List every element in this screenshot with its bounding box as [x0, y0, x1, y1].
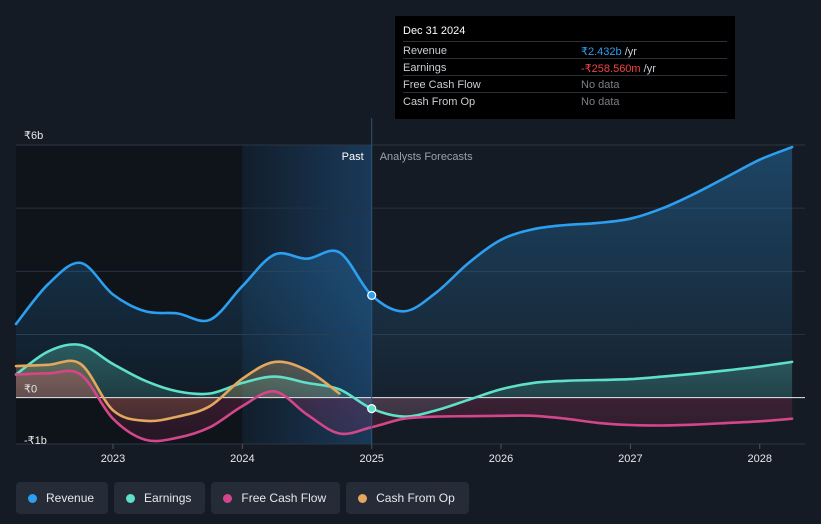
tooltip-row-earnings: Earnings -₹258.560m /yr — [403, 58, 727, 76]
tooltip-label: Earnings — [403, 62, 447, 74]
x-tick-label: 2023 — [101, 453, 125, 465]
tooltip-label: Cash From Op — [403, 96, 476, 108]
free-cash-flow-area — [16, 370, 793, 442]
past-label: Past — [342, 151, 364, 163]
x-tick-label: 2027 — [618, 453, 642, 465]
legend-dot-icon — [126, 493, 136, 503]
tooltip-value: No data — [581, 96, 620, 108]
legend-label: Free Cash Flow — [241, 491, 327, 505]
tooltip-label: Free Cash Flow — [403, 79, 481, 91]
x-tick-label: 2024 — [230, 453, 254, 465]
legend-dot-icon — [28, 493, 37, 503]
tooltip-value: ₹2.432b /yr — [581, 46, 637, 58]
tooltip-value: No data — [581, 79, 620, 91]
cash-from-op-area — [16, 360, 340, 422]
cash-from-op-line — [14, 359, 341, 423]
tooltip-date: Dec 31 2024 — [403, 25, 466, 37]
legend-item-earnings[interactable]: Earnings — [114, 482, 206, 514]
tooltip-row-revenue: Revenue ₹2.432b /yr — [403, 41, 727, 59]
legend-dot-icon — [223, 493, 233, 503]
free-cash-flow-line — [14, 369, 794, 443]
tooltip-value: -₹258.560m /yr — [581, 63, 656, 75]
revenue-area — [16, 147, 793, 398]
earnings-line — [14, 343, 794, 418]
forecast-label: Analysts Forecasts — [380, 151, 473, 163]
legend-item-revenue[interactable]: Revenue — [16, 482, 109, 514]
earnings-marker — [367, 404, 377, 414]
legend-label: Cash From Op — [376, 491, 455, 505]
revenue-line — [14, 145, 794, 326]
tooltip: Dec 31 2024 Revenue ₹2.432b /yr Earnings… — [395, 16, 735, 119]
tooltip-row-free-cash-flow: Free Cash Flow No data — [403, 75, 727, 93]
legend-item-free-cash-flow[interactable]: Free Cash Flow — [211, 482, 341, 514]
legend-label: Revenue — [46, 491, 95, 505]
legend-dot-icon — [358, 493, 368, 503]
legend-label: Earnings — [144, 491, 192, 505]
x-tick-label: 2026 — [489, 453, 513, 465]
x-tick-label: 2025 — [359, 453, 383, 465]
revenue-marker — [367, 290, 377, 300]
y-tick-label: -₹1b — [24, 435, 47, 447]
y-tick-label: ₹6b — [24, 130, 43, 142]
x-tick-label: 2028 — [747, 453, 771, 465]
legend: Revenue Earnings Free Cash Flow Cash Fro… — [16, 482, 469, 516]
tooltip-label: Revenue — [403, 45, 448, 57]
y-tick-label: ₹0 — [24, 384, 37, 396]
legend-item-cash-from-op[interactable]: Cash From Op — [346, 482, 469, 514]
tooltip-row-cash-from-op: Cash From Op No data — [403, 92, 727, 110]
